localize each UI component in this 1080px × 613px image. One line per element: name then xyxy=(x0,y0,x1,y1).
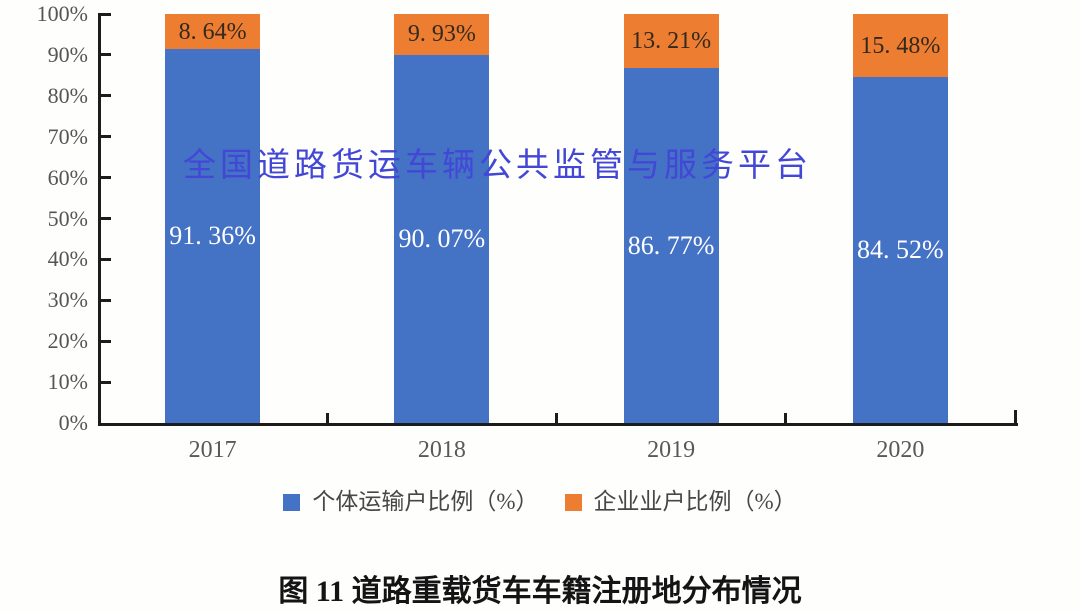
x-axis-tick xyxy=(1013,410,1017,423)
bar-label-2019-s1: 13. 21% xyxy=(631,28,712,55)
bar-segment-2017-s1 xyxy=(165,14,261,50)
y-axis-label: 70% xyxy=(47,123,88,149)
y-axis-tick xyxy=(98,53,111,57)
y-axis-label: 10% xyxy=(47,369,88,395)
chart-legend: 个体运输户比例（%） 企业业户比例（%） xyxy=(0,489,1080,515)
bar-segment-2019-s0 xyxy=(623,68,719,423)
y-axis-tick xyxy=(98,217,111,220)
x-axis-label-2017: 2017 xyxy=(188,437,237,463)
x-axis-tick xyxy=(555,413,558,423)
y-axis-label: 20% xyxy=(47,328,88,354)
legend-swatch-orange-icon xyxy=(564,493,582,511)
y-axis-label: 80% xyxy=(47,82,88,108)
y-axis-label: 40% xyxy=(47,246,88,272)
bar-segment-2020-s0 xyxy=(852,77,948,423)
bar-segment-2018-s0 xyxy=(394,54,490,423)
watermark-text: 全国道路货运车辆公共监管与服务平台 xyxy=(183,146,812,183)
bar-segment-2020-s1 xyxy=(852,14,948,78)
y-axis-label: 100% xyxy=(36,1,88,26)
legend-label-enterprise: 企业业户比例（%） xyxy=(593,489,797,514)
legend-item-enterprise: 企业业户比例（%） xyxy=(564,489,797,515)
y-axis-tick xyxy=(98,339,111,343)
bar-label-2018-s1: 9. 93% xyxy=(407,21,476,48)
x-axis-label-2020: 2020 xyxy=(876,437,925,463)
x-axis-label-2018: 2018 xyxy=(417,437,466,463)
y-axis-tick xyxy=(98,257,111,261)
bar-label-2017-s1: 8. 64% xyxy=(178,18,247,45)
y-axis-label: 30% xyxy=(47,287,88,313)
y-axis-tick xyxy=(98,298,111,302)
figure-caption: 图 11 道路重载货车车籍注册地分布情况 xyxy=(278,575,802,608)
bar-label-2020-s0: 84. 52% xyxy=(857,235,944,265)
bar-label-2018-s0: 90. 07% xyxy=(398,223,486,253)
x-axis-label-2019: 2019 xyxy=(647,437,696,463)
x-axis-tick xyxy=(325,413,329,423)
y-axis-label: 60% xyxy=(47,164,88,190)
y-axis-tick xyxy=(98,176,111,180)
bar-segment-2017-s0 xyxy=(165,49,261,423)
bar-segment-2018-s1 xyxy=(394,14,490,55)
plot-area xyxy=(98,14,1018,426)
bar-label-2017-s0: 91. 36% xyxy=(169,221,256,251)
y-axis-label: 50% xyxy=(47,205,88,231)
y-axis-label: 0% xyxy=(58,410,88,435)
legend-item-individual: 个体运输户比例（%） xyxy=(283,489,539,515)
bar-segment-2019-s1 xyxy=(623,14,719,69)
bar-label-2020-s1: 15. 48% xyxy=(860,32,941,59)
x-axis-tick xyxy=(784,413,788,423)
y-axis-tick xyxy=(98,135,111,139)
y-axis-tick xyxy=(98,380,111,384)
legend-label-individual: 个体运输户比例（%） xyxy=(312,489,539,514)
y-axis-tick xyxy=(98,94,111,98)
y-axis-tick xyxy=(98,12,111,16)
bar-label-2019-s0: 86. 77% xyxy=(627,230,715,260)
legend-swatch-blue-icon xyxy=(283,493,301,511)
y-axis-label: 90% xyxy=(47,41,88,67)
